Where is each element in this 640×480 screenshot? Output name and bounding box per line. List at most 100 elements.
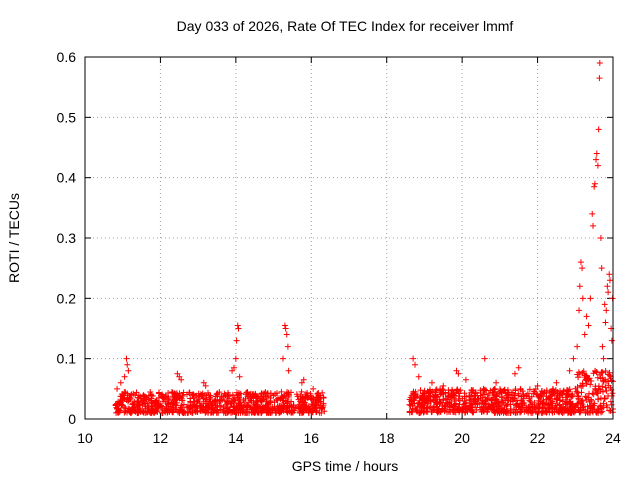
data-point bbox=[585, 322, 592, 329]
data-point bbox=[608, 401, 615, 408]
data-point bbox=[153, 398, 160, 405]
data-point bbox=[575, 369, 582, 376]
data-point bbox=[505, 392, 512, 399]
data-point bbox=[190, 391, 197, 398]
data-point bbox=[537, 400, 544, 407]
data-point bbox=[199, 406, 206, 413]
data-point bbox=[547, 404, 554, 411]
data-point bbox=[453, 367, 460, 374]
data-point bbox=[176, 407, 183, 414]
data-point bbox=[170, 408, 177, 415]
data-point bbox=[578, 399, 585, 406]
data-point bbox=[453, 387, 460, 394]
data-point bbox=[577, 259, 584, 266]
data-point bbox=[198, 392, 205, 399]
data-point bbox=[543, 396, 550, 403]
y-tick-label: 0.4 bbox=[57, 170, 77, 186]
data-point bbox=[416, 409, 423, 416]
data-point bbox=[183, 391, 190, 398]
data-point bbox=[205, 392, 212, 399]
data-point bbox=[406, 396, 413, 403]
data-point bbox=[494, 406, 501, 413]
data-point bbox=[563, 399, 570, 406]
data-point bbox=[596, 75, 603, 82]
y-tick-label: 0.1 bbox=[57, 351, 77, 367]
data-point bbox=[428, 379, 435, 386]
data-point bbox=[485, 404, 492, 411]
data-point bbox=[221, 390, 228, 397]
data-point bbox=[124, 361, 131, 368]
data-point bbox=[541, 389, 548, 396]
data-point bbox=[446, 392, 453, 399]
data-point bbox=[562, 394, 569, 401]
data-point bbox=[283, 331, 290, 338]
data-point bbox=[134, 409, 141, 416]
data-point bbox=[232, 355, 239, 362]
data-point bbox=[491, 409, 498, 416]
data-point bbox=[563, 390, 570, 397]
data-point bbox=[592, 367, 599, 374]
data-point bbox=[190, 391, 197, 398]
data-point bbox=[174, 370, 181, 377]
data-point bbox=[165, 402, 172, 409]
data-point bbox=[509, 398, 516, 405]
y-tick-label: 0.6 bbox=[57, 49, 77, 65]
data-point bbox=[455, 405, 462, 412]
data-point bbox=[513, 400, 520, 407]
data-point bbox=[271, 404, 278, 411]
data-point bbox=[466, 403, 473, 410]
data-point bbox=[426, 387, 433, 394]
data-point bbox=[572, 403, 579, 410]
data-point bbox=[601, 395, 608, 402]
data-point bbox=[258, 396, 265, 403]
data-point bbox=[248, 409, 255, 416]
data-point bbox=[606, 271, 613, 278]
data-point bbox=[128, 391, 135, 398]
data-point bbox=[121, 373, 128, 380]
x-axis-label: GPS time / hours bbox=[292, 458, 399, 474]
data-point bbox=[307, 406, 314, 413]
data-point bbox=[431, 403, 438, 410]
data-point bbox=[208, 401, 215, 408]
data-point bbox=[183, 404, 190, 411]
y-axis-label: ROTI / TECUs bbox=[6, 193, 22, 283]
data-point bbox=[595, 126, 602, 133]
data-point bbox=[298, 388, 305, 395]
data-point bbox=[605, 382, 612, 389]
data-point bbox=[609, 390, 616, 397]
data-point bbox=[426, 404, 433, 411]
data-point bbox=[600, 355, 607, 362]
data-point bbox=[434, 409, 441, 416]
data-point bbox=[575, 393, 582, 400]
data-point bbox=[436, 400, 443, 407]
data-point bbox=[582, 376, 589, 383]
data-point bbox=[132, 406, 139, 413]
data-point bbox=[558, 407, 565, 414]
data-point bbox=[493, 400, 500, 407]
data-point bbox=[435, 408, 442, 415]
x-tick-label: 16 bbox=[303, 430, 319, 446]
y-tick-label: 0.2 bbox=[57, 290, 77, 306]
data-point bbox=[289, 409, 296, 416]
data-point bbox=[246, 391, 253, 398]
data-point bbox=[202, 382, 209, 389]
data-point bbox=[579, 382, 586, 389]
data-point bbox=[427, 397, 434, 404]
data-point bbox=[493, 379, 500, 386]
data-point bbox=[230, 364, 237, 371]
data-point bbox=[480, 404, 487, 411]
data-point bbox=[189, 409, 196, 416]
data-point bbox=[600, 388, 607, 395]
y-tick-label: 0.5 bbox=[57, 109, 77, 125]
data-point bbox=[519, 406, 526, 413]
data-point bbox=[582, 393, 589, 400]
data-point bbox=[473, 407, 480, 414]
data-point bbox=[321, 408, 328, 415]
data-point bbox=[284, 398, 291, 405]
data-point bbox=[578, 389, 585, 396]
data-point bbox=[573, 388, 580, 395]
x-tick-label: 12 bbox=[153, 430, 169, 446]
data-point bbox=[493, 393, 500, 400]
data-point bbox=[527, 398, 534, 405]
data-point bbox=[283, 405, 290, 412]
